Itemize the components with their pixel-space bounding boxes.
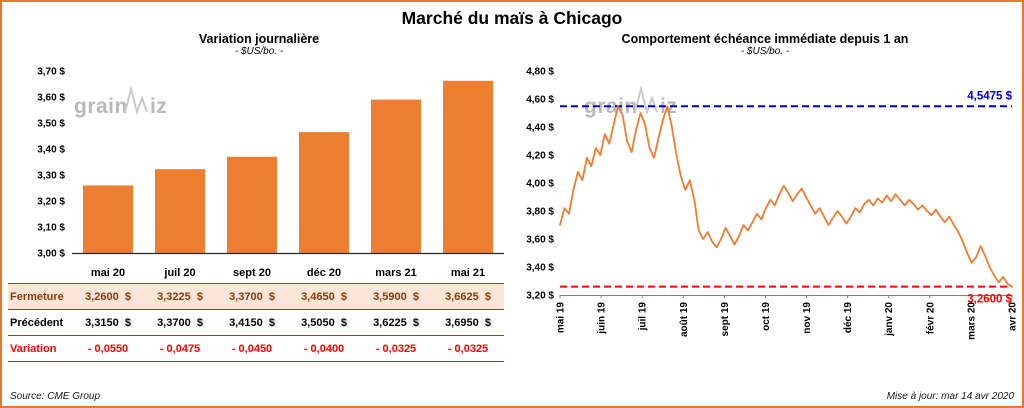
x-axis-label: déc 19	[843, 302, 854, 334]
y-axis-label: 4,60 $	[526, 95, 554, 106]
x-axis-label: mai 19	[556, 302, 567, 334]
x-axis-label: juin 19	[597, 302, 608, 335]
x-axis-label: oct 19	[761, 302, 772, 331]
table-cell: - 0,0325	[432, 335, 504, 362]
y-axis-label: 3,60 $	[37, 93, 65, 104]
row-label-fermeture: Fermeture	[8, 283, 72, 310]
x-axis-label: févr 20	[925, 302, 936, 335]
high-value-label: 4,5475 $	[967, 90, 1012, 102]
x-axis-label: sept 19	[720, 302, 731, 337]
table-cell: 3,5050 $	[288, 309, 360, 336]
table-cell: - 0,0450	[216, 335, 288, 362]
table-cell: 3,6225 $	[360, 309, 432, 336]
table-cell: 3,5900 $	[360, 283, 432, 310]
table-cell: 3,4150 $	[216, 309, 288, 336]
y-axis-label: 3,20 $	[526, 291, 554, 302]
svg-text:iz: iz	[150, 95, 167, 118]
price-table: mai 20 juil 20 sept 20 déc 20 mars 21 mai 21 F…	[8, 263, 504, 362]
y-axis-label: 3,20 $	[37, 197, 65, 208]
table-cell: 3,3150 $	[72, 309, 144, 336]
grainwiz-watermark: grain iz	[584, 85, 677, 118]
row-label-precedent: Précédent	[8, 309, 72, 336]
y-axis-label: 3,00 $	[37, 249, 65, 260]
line-chart: grain iz 3,20 $ 3,40 $ 3,60 $ 3,80 $ 4,00 $ 4,2…	[526, 67, 1019, 340]
front-month-panel: Comportement échéance immédiate depuis 1…	[510, 31, 1018, 362]
low-value-label: 3,2600 $	[967, 294, 1012, 306]
table-row-fermeture: Fermeture 3,2600 $3,3225 $3,3700 $3,4650 …	[8, 283, 504, 310]
bar-sept-20	[227, 156, 277, 253]
row-label-variation: Variation	[8, 335, 72, 362]
page-title: Marché du maïs à Chicago	[401, 8, 623, 28]
x-axis-label: août 19	[679, 302, 690, 337]
x-axis-label: janv 20	[884, 302, 895, 337]
category-label: déc 20	[306, 267, 342, 279]
bar-chart-title: Variation journalière	[198, 32, 320, 46]
category-label: mai 20	[90, 267, 126, 279]
table-cell: - 0,0400	[288, 335, 360, 362]
table-cell: 3,6950 $	[432, 309, 504, 336]
x-axis-label: juil 19	[638, 302, 649, 332]
line-chart-subtitle: - $US/bo. -	[740, 46, 790, 57]
source-note: Source: CME Group	[10, 391, 101, 402]
category-label: mai 21	[450, 267, 486, 279]
y-axis-label: 4,40 $	[526, 123, 554, 134]
bar-mai-20	[83, 185, 133, 253]
table-row-precedent: Précédent 3,3150 $3,3700 $3,4150 $3,5050 …	[8, 309, 504, 336]
daily-variation-panel: Variation journalière - $US/bo. - grain i…	[8, 31, 510, 362]
category-label: mars 21	[375, 267, 417, 279]
table-row-variation: Variation - 0,0550- 0,0475- 0,0450- 0,040…	[8, 335, 504, 362]
y-axis-label: 3,30 $	[37, 171, 65, 182]
y-axis-label: 3,60 $	[526, 235, 554, 246]
category-header-row: mai 20 juil 20 sept 20 déc 20 mars 21 mai 21	[8, 263, 504, 284]
svg-text:iz: iz	[660, 95, 677, 118]
y-axis-label: 3,70 $	[37, 67, 65, 78]
table-cell: 3,2600 $	[72, 283, 144, 310]
grainwiz-watermark: grain iz	[74, 85, 167, 118]
table-cell: - 0,0550	[72, 335, 144, 362]
updated-note: Mise à jour: mar 14 avr 2020	[886, 391, 1014, 402]
bar-déc-20	[299, 132, 349, 253]
bar-mars-21	[371, 99, 421, 253]
y-axis-label: 3,10 $	[37, 223, 65, 234]
y-axis-label: 4,00 $	[526, 179, 554, 190]
y-axis-label: 3,40 $	[37, 145, 65, 156]
y-axis-label: 3,80 $	[526, 207, 554, 218]
table-cell: 3,6625 $	[432, 283, 504, 310]
x-axis-label: mars 20	[966, 302, 977, 340]
bar-chart: grain iz 3,00 $ 3,10 $ 3,20 $ 3,30 $ 3,40 $ 3,5…	[37, 67, 504, 260]
line-chart-title: Comportement échéance immédiate depuis 1…	[621, 32, 909, 46]
corner-cell	[8, 263, 72, 284]
table-cell: 3,3225 $	[144, 283, 216, 310]
y-axis-label: 4,20 $	[526, 151, 554, 162]
x-axis-label: avr 20	[1008, 302, 1019, 331]
price-line	[559, 105, 1013, 288]
table-cell: - 0,0475	[144, 335, 216, 362]
table-cell: 3,3700 $	[216, 283, 288, 310]
svg-text:grain: grain	[74, 95, 128, 118]
bar-chart-subtitle: - $US/bo. -	[234, 46, 284, 57]
y-axis-label: 4,80 $	[526, 67, 554, 78]
footer: Source: CME Group Mise à jour: mar 14 av…	[10, 391, 1014, 402]
bar-mai-21	[443, 80, 493, 253]
table-cell: - 0,0325	[360, 335, 432, 362]
y-axis-label: 3,50 $	[37, 119, 65, 130]
category-label: sept 20	[233, 267, 271, 279]
content: Variation journalière - $US/bo. - grain i…	[2, 31, 1022, 362]
x-axis-label: nov 19	[802, 302, 813, 334]
bar-juil-20	[155, 169, 205, 253]
table-cell: 3,4650 $	[288, 283, 360, 310]
category-label: juil 20	[164, 267, 196, 279]
y-axis-label: 3,40 $	[526, 263, 554, 274]
table-cell: 3,3700 $	[144, 309, 216, 336]
